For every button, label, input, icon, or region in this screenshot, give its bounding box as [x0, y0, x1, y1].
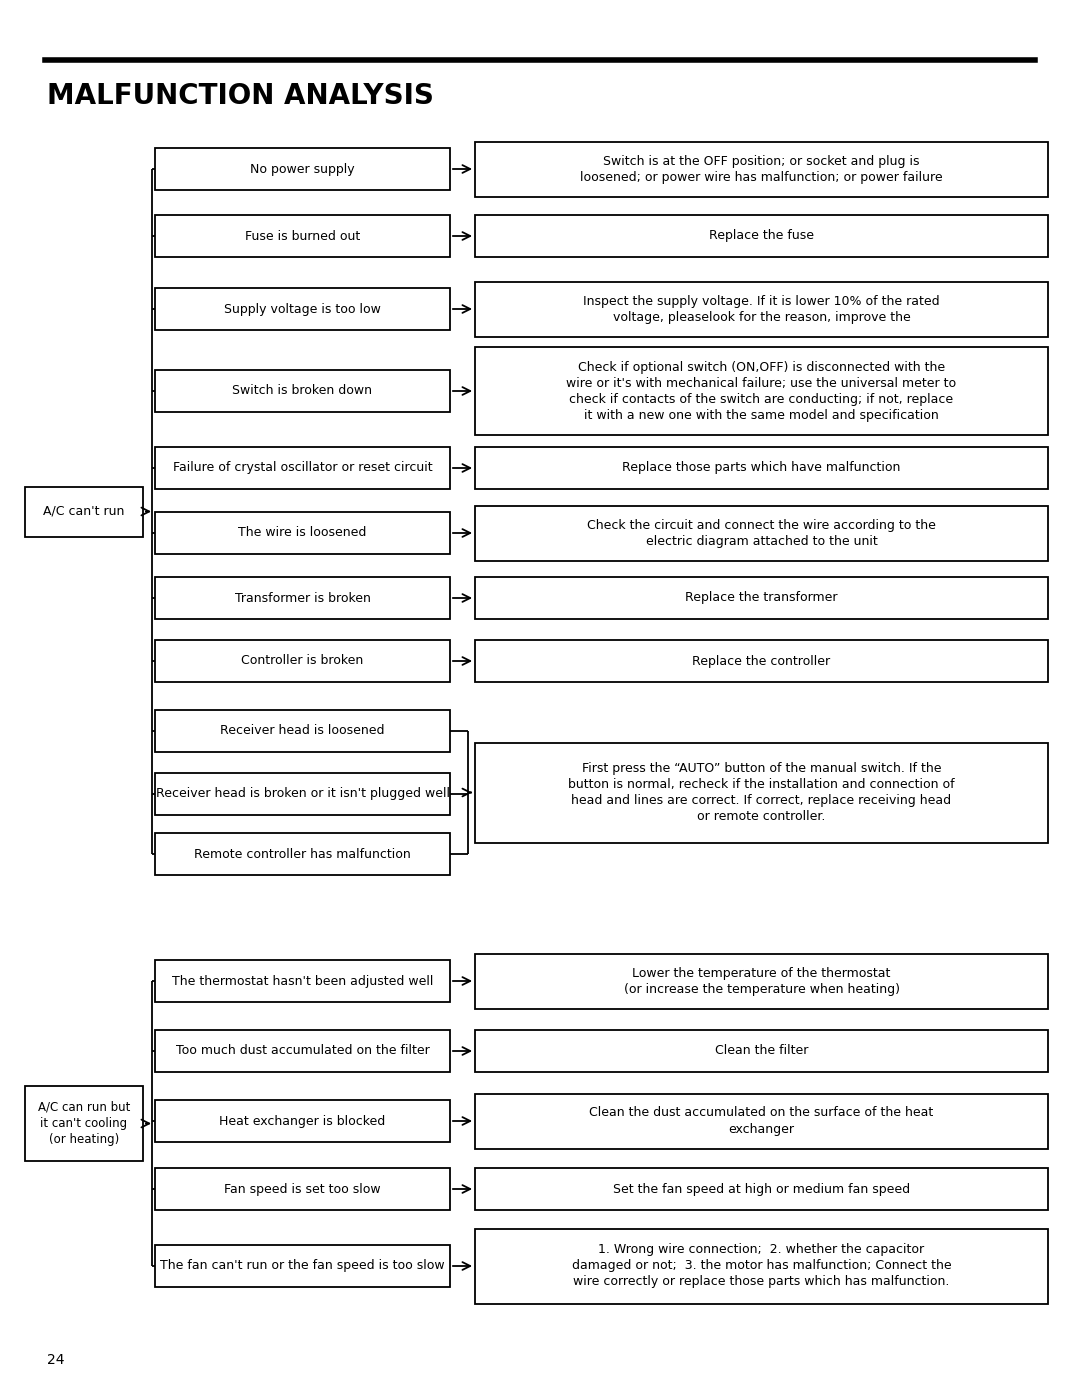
Text: Set the fan speed at high or medium fan speed: Set the fan speed at high or medium fan … [613, 1182, 910, 1196]
Bar [156, 1245, 450, 1287]
Text: The wire is loosened: The wire is loosened [239, 527, 367, 539]
Text: Switch is at the OFF position; or socket and plug is
loosened; or power wire has: Switch is at the OFF position; or socket… [580, 155, 943, 183]
Bar [25, 486, 143, 536]
Bar [156, 447, 450, 489]
Bar [475, 1168, 1048, 1210]
Bar [156, 288, 450, 330]
Text: Controller is broken: Controller is broken [241, 655, 364, 668]
Text: Replace the controller: Replace the controller [692, 655, 831, 668]
Text: Lower the temperature of the thermostat
(or increase the temperature when heatin: Lower the temperature of the thermostat … [623, 967, 900, 996]
Text: Failure of crystal oscillator or reset circuit: Failure of crystal oscillator or reset c… [173, 461, 432, 475]
Bar [475, 447, 1048, 489]
Text: Transformer is broken: Transformer is broken [234, 591, 370, 605]
Text: Remote controller has malfunction: Remote controller has malfunction [194, 848, 410, 861]
Text: Clean the dust accumulated on the surface of the heat
exchanger: Clean the dust accumulated on the surfac… [590, 1106, 933, 1136]
Text: First press the “AUTO” button of the manual switch. If the
button is normal, rec: First press the “AUTO” button of the man… [568, 761, 955, 823]
Text: Replace the transformer: Replace the transformer [685, 591, 838, 605]
Bar [156, 1030, 450, 1071]
Text: Supply voltage is too low: Supply voltage is too low [224, 303, 381, 316]
Bar [475, 141, 1048, 197]
Text: Switch is broken down: Switch is broken down [232, 384, 373, 398]
Text: Check if optional switch (ON,OFF) is disconnected with the
wire or it's with mec: Check if optional switch (ON,OFF) is dis… [566, 360, 957, 422]
Text: Too much dust accumulated on the filter: Too much dust accumulated on the filter [176, 1045, 430, 1058]
Bar [156, 773, 450, 814]
Text: Check the circuit and connect the wire according to the
electric diagram attache: Check the circuit and connect the wire a… [588, 518, 936, 548]
Text: Clean the filter: Clean the filter [715, 1045, 808, 1058]
Text: Receiver head is broken or it isn't plugged well: Receiver head is broken or it isn't plug… [156, 788, 449, 800]
Bar [475, 506, 1048, 560]
Text: The thermostat hasn't been adjusted well: The thermostat hasn't been adjusted well [172, 975, 433, 988]
Text: Receiver head is loosened: Receiver head is loosened [220, 725, 384, 738]
Bar [156, 148, 450, 190]
Bar [475, 215, 1048, 257]
Bar [475, 577, 1048, 619]
Bar [475, 954, 1048, 1009]
Text: Replace the fuse: Replace the fuse [708, 229, 814, 243]
Bar [156, 710, 450, 752]
Bar [475, 1030, 1048, 1071]
Text: 24: 24 [48, 1354, 65, 1368]
Bar [156, 215, 450, 257]
Bar [156, 640, 450, 682]
Bar [156, 1099, 450, 1141]
Text: A/C can't run: A/C can't run [43, 504, 124, 518]
Text: Replace those parts which have malfunction: Replace those parts which have malfuncti… [622, 461, 901, 475]
Text: No power supply: No power supply [251, 162, 355, 176]
Text: The fan can't run or the fan speed is too slow: The fan can't run or the fan speed is to… [160, 1260, 445, 1273]
Text: 1. Wrong wire connection;  2. whether the capacitor
damaged or not;  3. the moto: 1. Wrong wire connection; 2. whether the… [571, 1243, 951, 1288]
Bar [475, 282, 1048, 337]
Text: Fuse is burned out: Fuse is burned out [245, 229, 360, 243]
Bar [475, 640, 1048, 682]
Bar [475, 742, 1048, 842]
Bar [156, 833, 450, 875]
Bar [25, 1085, 143, 1161]
Bar [156, 960, 450, 1002]
Bar [156, 370, 450, 412]
Bar [156, 1168, 450, 1210]
Text: Heat exchanger is blocked: Heat exchanger is blocked [219, 1115, 386, 1127]
Bar [475, 1094, 1048, 1148]
Bar [156, 577, 450, 619]
Bar [475, 346, 1048, 434]
Bar [156, 511, 450, 555]
Text: A/C can run but
it can't cooling
(or heating): A/C can run but it can't cooling (or hea… [38, 1101, 131, 1146]
Text: Fan speed is set too slow: Fan speed is set too slow [225, 1182, 381, 1196]
Bar [475, 1228, 1048, 1303]
Text: MALFUNCTION ANALYSIS: MALFUNCTION ANALYSIS [48, 82, 434, 110]
Text: Inspect the supply voltage. If it is lower 10% of the rated
voltage, pleaselook : Inspect the supply voltage. If it is low… [583, 295, 940, 324]
